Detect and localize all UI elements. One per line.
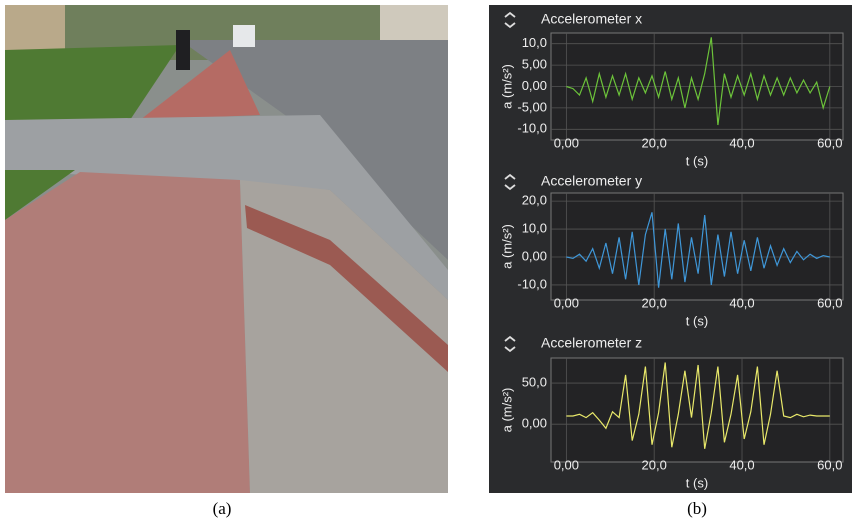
photo	[5, 5, 448, 493]
x-tick-label: 40,0	[729, 295, 754, 310]
plot-area	[551, 193, 843, 300]
y-tick-label: -10,0	[517, 276, 547, 291]
figure: (a) (b) Accelerometer x 10,0 5,00 0,00 -5,00…	[0, 0, 853, 524]
x-tick-label: 20,0	[642, 295, 667, 310]
panel-label: (a)	[213, 499, 232, 518]
y-tick-label: 10,0	[522, 35, 547, 50]
x-axis-label: t (s)	[686, 475, 708, 490]
y-tick-label: -5,00	[517, 99, 547, 114]
y-tick-label: 0,00	[522, 416, 547, 431]
x-tick-label: 60,0	[817, 135, 842, 150]
x-tick-label: 60,0	[817, 457, 842, 472]
x-tick-label: 40,0	[729, 457, 754, 472]
y-tick-label: 10,0	[522, 220, 547, 235]
x-tick-label: 20,0	[642, 135, 667, 150]
y-tick-label: 50,0	[522, 375, 547, 390]
x-tick-label: 0,00	[554, 457, 579, 472]
y-tick-label: 0,00	[522, 78, 547, 93]
x-tick-label: 0,00	[554, 295, 579, 310]
chart-title: Accelerometer z	[541, 335, 642, 351]
y-axis-label: a (m/s²)	[499, 388, 514, 433]
y-tick-label: 20,0	[522, 193, 547, 208]
x-tick-label: 40,0	[729, 135, 754, 150]
x-axis-label: t (s)	[686, 313, 708, 328]
y-axis-label: a (m/s²)	[499, 224, 514, 269]
chart-title: Accelerometer x	[541, 11, 642, 27]
chart-title: Accelerometer y	[541, 173, 642, 189]
panel-label: (b)	[687, 499, 707, 518]
y-tick-label: 0,00	[522, 248, 547, 263]
y-tick-label: 5,00	[522, 57, 547, 72]
x-tick-label: 60,0	[817, 295, 842, 310]
x-tick-label: 20,0	[642, 457, 667, 472]
y-axis-label: a (m/s²)	[499, 64, 514, 109]
x-tick-label: 0,00	[554, 135, 579, 150]
y-tick-label: -10,0	[517, 121, 547, 136]
x-axis-label: t (s)	[686, 153, 708, 168]
